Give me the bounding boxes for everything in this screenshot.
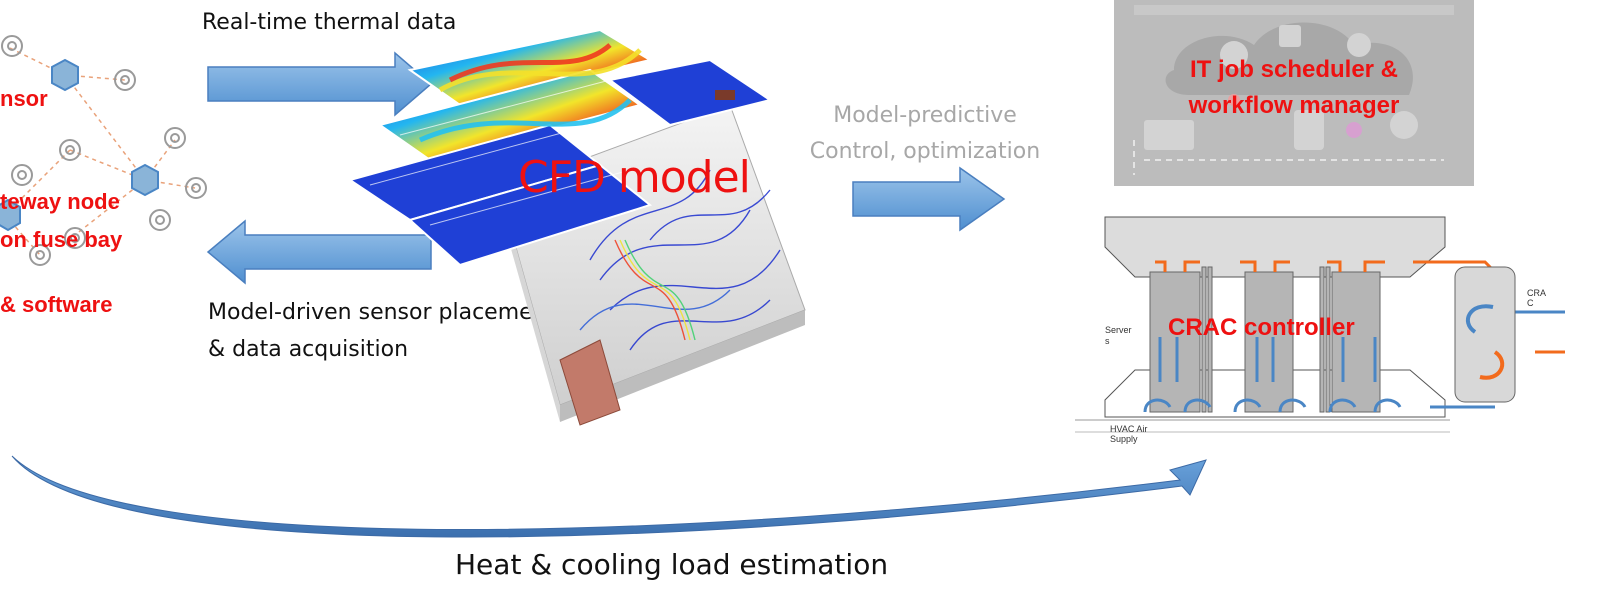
left-arrow-icon — [206, 219, 432, 285]
crac-diagram — [1075, 216, 1565, 433]
software-label: & software — [0, 292, 113, 317]
gateway-node-icon — [131, 163, 159, 197]
real-time-thermal-label: Real-time thermal data — [202, 10, 457, 35]
mpc-label-line2: Control, optimization — [809, 139, 1041, 164]
sensor-placement-label-line2: & data acquisition — [208, 337, 409, 362]
chart-icon — [1279, 25, 1301, 47]
scheduler-panel: IT job scheduler & workflow manager — [1114, 0, 1474, 186]
monitor-icon — [1144, 120, 1194, 150]
gateway-node-icon — [0, 198, 21, 232]
gateway-label-line1: teway node — [0, 189, 120, 214]
scheduler-background-graphic — [1133, 5, 1454, 175]
sensor-placement-label-line1: Model-driven sensor placement — [208, 300, 556, 325]
right-arrow-icon — [852, 166, 1006, 232]
cfd-model-label: CFD model — [518, 152, 751, 203]
cfd-model-graphic — [350, 28, 806, 426]
scheduler-label-line1: IT job scheduler & — [1189, 56, 1399, 83]
servers-label-line1: Server — [1105, 325, 1132, 335]
gateway-label-line2: on fuse bay — [0, 227, 123, 252]
gateway-node-icon — [51, 58, 79, 92]
gear-icon — [1390, 111, 1418, 139]
mpc-label-line1: Model-predictive — [833, 103, 1017, 128]
right-arrow-icon — [207, 51, 433, 117]
hvac-label-line1: HVAC Air — [1110, 424, 1148, 434]
crac-unit-label-line1: CRA — [1527, 288, 1547, 298]
sensor-label: nsor — [0, 86, 48, 111]
sensor-network-graphic — [0, 35, 207, 266]
servers-label-line2: s — [1105, 336, 1110, 346]
heat-cooling-load-label: Heat & cooling load estimation — [455, 548, 889, 581]
alert-icon — [1220, 41, 1248, 69]
gear-icon — [1347, 33, 1371, 57]
curved-arrow-icon — [11, 455, 1207, 538]
crac-unit-label-line2: C — [1527, 298, 1534, 308]
scheduler-label-line2: workflow manager — [1188, 92, 1400, 119]
lock-icon — [1294, 110, 1324, 150]
hvac-label-line2: Supply — [1110, 434, 1138, 444]
crac-controller-label: CRAC controller — [1168, 314, 1355, 341]
